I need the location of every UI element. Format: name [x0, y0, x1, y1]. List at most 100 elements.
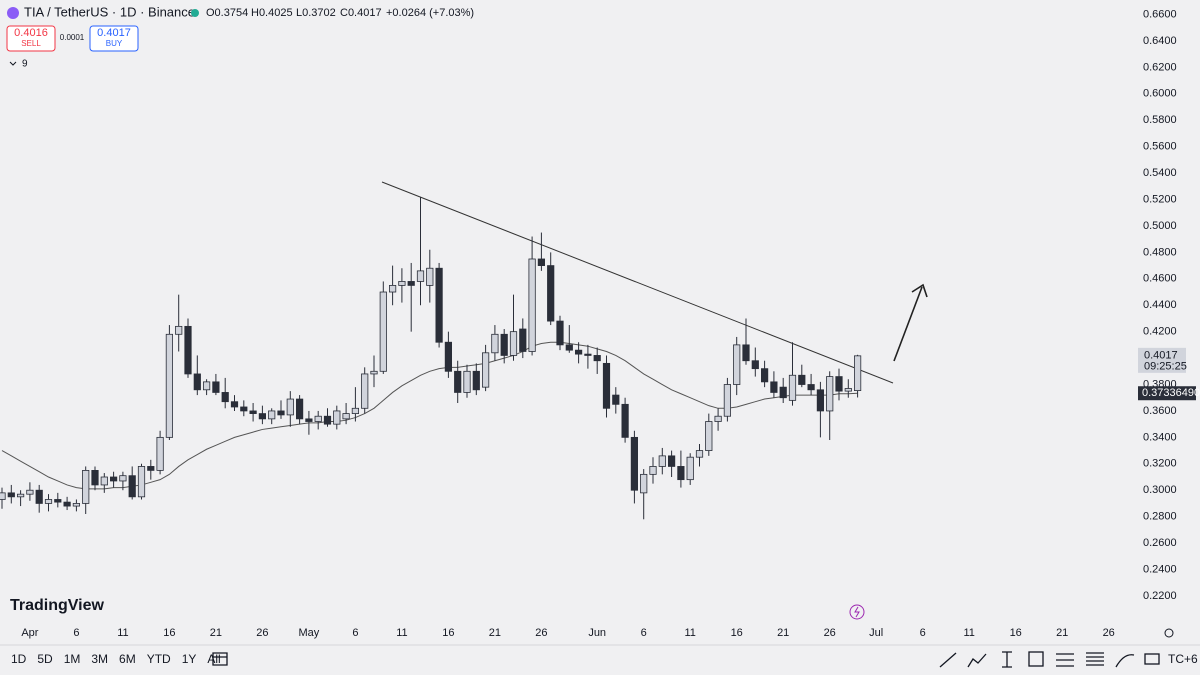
candle-body — [379, 291, 387, 372]
x-tick-label: 6 — [641, 627, 647, 639]
candle-body — [481, 352, 490, 388]
candle-body — [426, 267, 434, 286]
candle-body — [742, 344, 750, 362]
buy-button[interactable] — [89, 25, 139, 52]
cursor-tool[interactable] — [1002, 651, 1012, 668]
symbol-icon — [7, 7, 19, 19]
x-tick-label: 11 — [396, 627, 407, 639]
candle-body — [714, 415, 722, 422]
candle-body — [705, 421, 713, 451]
candle-body — [119, 475, 127, 482]
candle-body — [314, 415, 322, 422]
status-dot — [191, 9, 199, 17]
candle-body — [398, 281, 406, 286]
candle-body — [537, 258, 546, 266]
ma-price-box — [1138, 386, 1196, 401]
candle-body — [361, 373, 369, 409]
candle-body — [147, 466, 155, 471]
x-tick-label: 6 — [352, 627, 358, 639]
range-button[interactable]: 1Y — [182, 652, 197, 666]
x-tick-label: 11 — [684, 627, 695, 639]
y-tick-label: 0.5000 — [1143, 220, 1177, 232]
candle-body — [240, 406, 248, 412]
candle-body — [230, 401, 239, 408]
ohlc-open: O0.3754 — [206, 7, 248, 19]
chart-title: TIA / TetherUS · 1D · Binance — [24, 4, 195, 19]
rect-tool[interactable] — [1028, 651, 1044, 667]
line-tool[interactable] — [939, 652, 957, 668]
brush-tool[interactable] — [1115, 654, 1135, 668]
x-tick-label: Apr — [21, 627, 38, 639]
last-price-label: 0.4017 — [1144, 350, 1178, 362]
y-tick-label: 0.5200 — [1143, 193, 1177, 205]
candle-body — [798, 374, 806, 385]
candle-body — [454, 370, 462, 393]
candle-body — [528, 258, 536, 352]
candle-body — [323, 415, 332, 425]
sell-label: SELL — [21, 39, 41, 48]
candle-body — [584, 353, 592, 356]
y-tick-label: 0.5800 — [1143, 114, 1177, 126]
x-tick-label: 6 — [73, 627, 79, 639]
range-button[interactable]: 1M — [64, 652, 81, 666]
range-button[interactable]: YTD — [147, 652, 171, 666]
trend-line — [381, 181, 894, 384]
fib-tool[interactable] — [1056, 653, 1074, 667]
candle-body — [668, 455, 676, 467]
x-tick-label: Jul — [869, 627, 883, 639]
candle-body — [612, 394, 620, 405]
candle-body — [202, 381, 211, 391]
date-range-icon[interactable] — [212, 652, 228, 666]
y-tick-label: 0.6000 — [1143, 88, 1177, 100]
event-icon[interactable] — [849, 604, 865, 620]
x-tick-label: 16 — [1010, 627, 1022, 639]
y-tick-label: 0.5400 — [1143, 167, 1177, 179]
timezone[interactable]: TC+6 — [1168, 652, 1198, 666]
ruler-tool[interactable] — [1144, 653, 1160, 665]
pattern-tool[interactable] — [1086, 652, 1104, 666]
path-tool[interactable] — [967, 653, 987, 668]
candle-body — [844, 388, 852, 392]
candle-body — [444, 341, 453, 372]
candle-body — [761, 368, 769, 383]
y-tick-label: 0.2400 — [1143, 563, 1177, 575]
x-tick-label: 11 — [963, 627, 974, 639]
candle-body — [547, 265, 555, 322]
y-tick-label: 0.3200 — [1143, 458, 1177, 470]
range-button[interactable]: 5D — [37, 652, 53, 666]
range-button[interactable]: 6M — [119, 652, 136, 666]
buy-price: 0.4017 — [97, 27, 131, 39]
settings-icon[interactable] — [1164, 628, 1174, 638]
candle-body — [435, 267, 443, 343]
range-button[interactable]: 3M — [91, 652, 108, 666]
range-button[interactable]: All — [207, 652, 220, 666]
candle-body — [602, 362, 611, 409]
x-tick-label: 16 — [731, 627, 743, 639]
range-button[interactable]: 1D — [11, 652, 27, 666]
candle-body — [193, 373, 201, 391]
candle-body — [649, 466, 657, 475]
x-tick-label: May — [299, 627, 320, 639]
candle-body — [658, 455, 666, 467]
x-tick-label: 16 — [442, 627, 454, 639]
candle-body — [677, 466, 685, 481]
x-tick-label: 6 — [920, 627, 926, 639]
y-tick-label: 0.6600 — [1143, 8, 1177, 20]
candle-body — [44, 499, 53, 504]
candle-body — [388, 285, 397, 293]
candle-body — [54, 499, 62, 503]
x-tick-label: 21 — [210, 627, 222, 639]
sell-button[interactable] — [6, 25, 56, 52]
candle-body — [723, 384, 732, 417]
spread: 0.0001 — [60, 33, 85, 42]
buy-label: BUY — [106, 39, 123, 48]
y-tick-label: 0.3600 — [1143, 405, 1177, 417]
x-tick-label: 16 — [163, 627, 175, 639]
collapse-icon[interactable] — [9, 61, 17, 66]
candle-body — [156, 436, 164, 471]
logo: TradingView — [10, 597, 105, 614]
ohlc-change: +0.0264 (+7.03%) — [386, 7, 474, 19]
candle-body — [826, 376, 834, 412]
indicator-count: 9 — [22, 59, 28, 70]
